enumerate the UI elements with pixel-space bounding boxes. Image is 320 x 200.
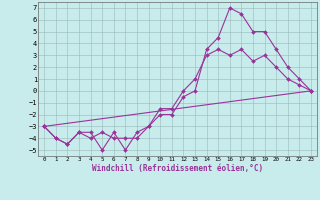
X-axis label: Windchill (Refroidissement éolien,°C): Windchill (Refroidissement éolien,°C) — [92, 164, 263, 173]
